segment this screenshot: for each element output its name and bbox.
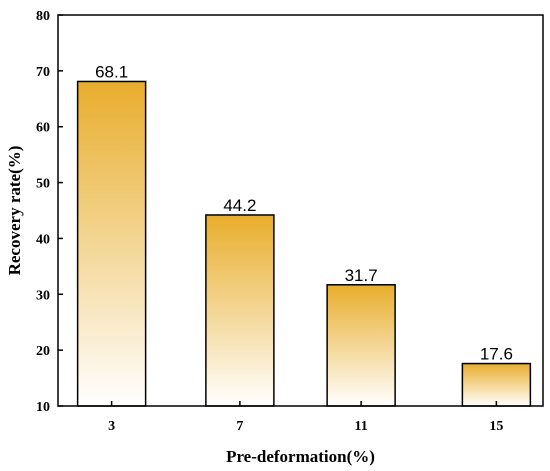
y-tick-label: 10 (36, 400, 50, 415)
axes (57, 14, 544, 407)
bar-3 (76, 80, 147, 407)
data-label-11: 31.7 (345, 266, 378, 285)
y-tick-label: 70 (36, 65, 50, 80)
y-axis-ticks: 10 20 30 40 50 60 70 80 (36, 9, 63, 415)
data-labels: 68.1 44.2 31.7 17.6 (95, 62, 513, 363)
y-tick-label: 40 (36, 232, 50, 247)
x-axis-title: Pre-deformation(%) (226, 447, 375, 466)
plot-frame (57, 14, 544, 407)
bar-11 (326, 284, 396, 407)
x-tick-label: 11 (355, 419, 368, 434)
data-label-3: 68.1 (95, 62, 128, 81)
x-tick-label: 3 (108, 419, 115, 434)
data-label-15: 17.6 (480, 345, 513, 364)
x-tick-label: 15 (489, 419, 503, 434)
y-tick-label: 30 (36, 288, 50, 303)
y-axis-title: Recovery rate(%) (5, 146, 24, 276)
y-tick-label: 50 (36, 177, 50, 192)
bar-15 (461, 362, 532, 407)
bars-layer (76, 80, 532, 407)
data-label-7: 44.2 (223, 196, 256, 215)
x-axis-ticks: 3 7 11 15 (108, 401, 503, 434)
y-tick-label: 80 (36, 9, 50, 24)
y-tick-label: 20 (36, 344, 50, 359)
x-tick-label: 7 (236, 419, 243, 434)
y-tick-label: 60 (36, 121, 50, 136)
bar-7 (205, 214, 275, 407)
